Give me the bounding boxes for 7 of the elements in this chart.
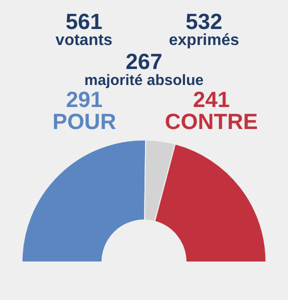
text: 267 majorité absolue: [84, 49, 204, 89]
data-label: 241: [192, 87, 230, 112]
text: 561 votants: [56, 9, 113, 49]
slice-label: POUR: [52, 109, 116, 134]
slice-label: CONTRE: [164, 109, 258, 134]
data-label: 291: [66, 87, 103, 112]
text: 532 exprimés: [168, 9, 240, 49]
